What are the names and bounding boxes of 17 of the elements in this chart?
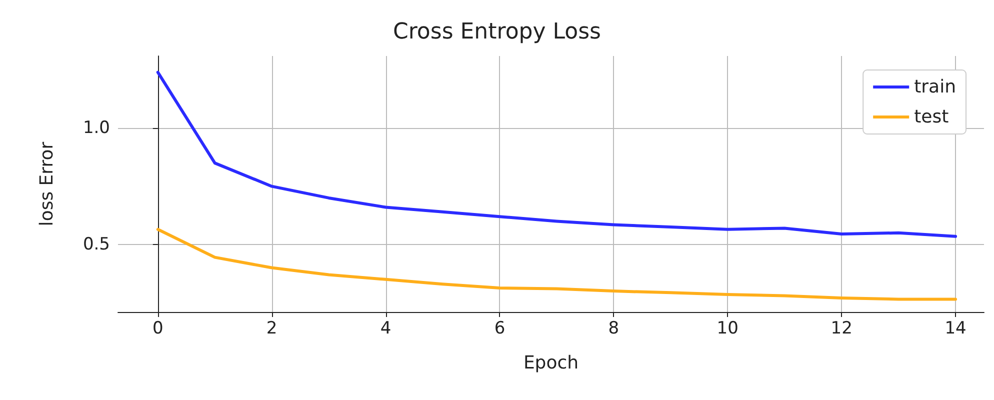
y-tick-label: 0.5 [82,234,110,255]
x-tick-label: 2 [266,318,278,338]
x-tick-label: 14 [944,318,966,338]
legend-label: train [914,76,956,98]
x-tick-label: 12 [830,318,852,338]
chart-title: Cross Entropy Loss [392,20,602,44]
x-tick-label: 4 [380,318,392,338]
legend-label: test [914,106,949,128]
x-tick-label: 10 [716,318,738,338]
y-tick-label: 1.0 [82,118,110,138]
x-tick-label: 6 [494,318,506,338]
x-tick-label: 0 [152,318,164,338]
y-axis-title: loss Error [36,141,58,226]
line-series [156,70,958,238]
line-series [156,228,958,301]
x-tick-label: 8 [608,318,620,338]
x-axis-title: Epoch [523,352,579,374]
